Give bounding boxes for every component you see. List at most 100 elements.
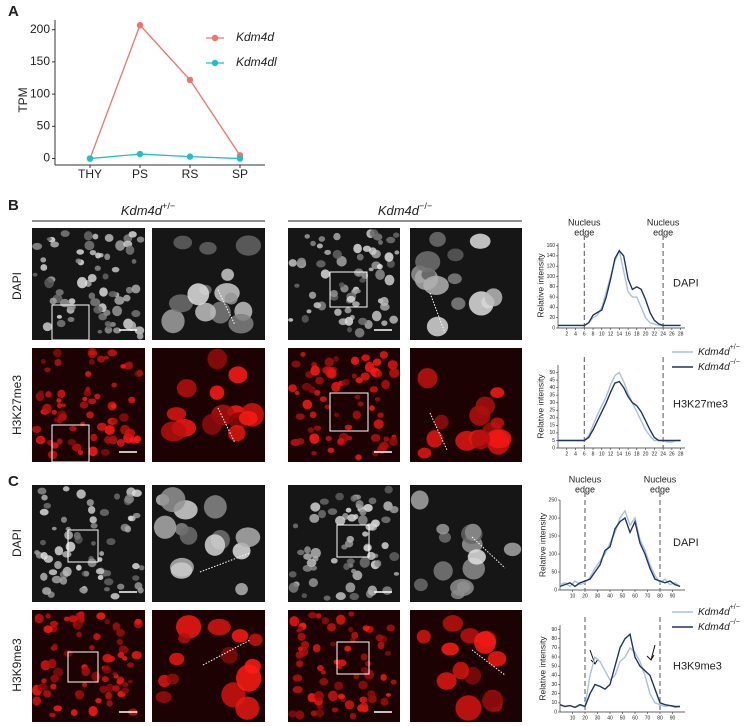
- nucleus: [377, 240, 383, 245]
- y-tick-label: 150: [549, 533, 558, 539]
- y-axis-title: TPM: [16, 87, 30, 112]
- nucleus: [60, 230, 70, 237]
- nucleus: [136, 332, 144, 340]
- nucleus: [57, 417, 63, 424]
- nucleus: [126, 320, 137, 332]
- nucleus: [389, 436, 398, 447]
- y-tick-label: 150: [30, 54, 50, 68]
- inset-box: [336, 524, 370, 558]
- nucleus: [43, 502, 52, 509]
- nucleus: [199, 241, 217, 255]
- legend-label-base: Kdm4d: [698, 622, 730, 633]
- nucleus: [102, 665, 112, 674]
- nucleus: [87, 558, 97, 568]
- nucleus: [99, 287, 108, 297]
- nucleus: [50, 683, 57, 690]
- panel-label: B: [8, 197, 19, 214]
- nucleus: [44, 277, 55, 289]
- nucleus: [320, 670, 326, 675]
- nucleus: [37, 683, 48, 692]
- point: [136, 150, 144, 158]
- series-line: [558, 380, 681, 442]
- nucleus: [97, 355, 106, 363]
- y-tick-label: 35: [549, 393, 555, 399]
- inset-box: [329, 271, 368, 308]
- nucleus: [41, 494, 48, 501]
- nucleus: [383, 436, 390, 442]
- nucleus: [388, 368, 400, 378]
- y-tick-label: 0: [554, 709, 557, 715]
- row-label: H3K9me3: [10, 638, 24, 692]
- nucleus: [375, 269, 385, 280]
- nucleus: [124, 428, 136, 439]
- y-tick-label: 100: [549, 551, 558, 557]
- nucleus: [112, 305, 123, 317]
- nucleus: [302, 399, 313, 410]
- nucleus: [344, 424, 353, 431]
- nucleus: [121, 687, 130, 694]
- nucleus: [75, 689, 85, 700]
- nucleus: [131, 284, 141, 294]
- nucleus: [52, 348, 62, 358]
- x-tick-label: THY: [78, 167, 102, 181]
- nucleus: [92, 233, 99, 240]
- series-line: [559, 646, 681, 709]
- nucleus: [55, 289, 64, 296]
- nucleus: [113, 327, 121, 334]
- nucleus: [103, 578, 114, 586]
- nucleus: [393, 571, 400, 576]
- nucleus: [381, 516, 391, 524]
- nucleus: [32, 242, 43, 250]
- nucleus: [336, 659, 347, 667]
- channel-label: H3K27me3: [673, 398, 728, 410]
- nucleus: [134, 326, 145, 335]
- nucleus: [355, 500, 364, 509]
- nucleus: [297, 626, 304, 632]
- nucleus: [381, 379, 391, 390]
- nucleus: [227, 425, 246, 442]
- y-tick-label: 25: [549, 408, 555, 414]
- y-tick-label: 200: [30, 22, 50, 36]
- nucleus: [169, 652, 185, 666]
- nucleus: [105, 691, 113, 700]
- nucleus: [490, 387, 505, 398]
- nucleus: [49, 712, 56, 718]
- nucleus: [179, 526, 198, 545]
- series-line: [89, 153, 241, 160]
- nucleus: [73, 532, 81, 540]
- nucleus: [371, 310, 382, 322]
- nucleus: [337, 664, 343, 670]
- legend-label: Kdm4d+/−: [698, 344, 740, 358]
- nucleus: [56, 398, 62, 403]
- nucleus: [46, 439, 54, 446]
- nucleus: [103, 587, 110, 592]
- nucleus: [53, 667, 64, 677]
- nucleus: [88, 398, 97, 405]
- nucleus: [338, 282, 345, 288]
- x-tick-label: 80: [657, 715, 663, 721]
- nucleus: [110, 418, 118, 424]
- channel-label: DAPI: [673, 537, 699, 549]
- nucleus: [354, 327, 365, 338]
- nucleus: [127, 679, 133, 684]
- nucleus: [153, 515, 177, 539]
- series-line: [89, 23, 241, 159]
- x-tick-label: 10: [599, 331, 605, 337]
- x-tick-label: 24: [660, 451, 666, 457]
- series-line: [559, 632, 680, 709]
- nucleus: [347, 327, 353, 333]
- micrograph: [288, 485, 400, 602]
- nucleus: [40, 264, 48, 271]
- nucleus: [128, 396, 136, 404]
- nucleus: [120, 364, 126, 369]
- nucleus: [81, 682, 88, 688]
- nucleus: [382, 586, 393, 595]
- nucleus: [42, 322, 53, 332]
- nucleus: [82, 396, 88, 402]
- nucleus: [331, 381, 341, 393]
- nucleus: [426, 430, 443, 448]
- x-tick-label: 16: [625, 451, 631, 457]
- nucleus: [291, 360, 301, 368]
- nucleus: [335, 492, 344, 501]
- nucleus: [344, 316, 354, 326]
